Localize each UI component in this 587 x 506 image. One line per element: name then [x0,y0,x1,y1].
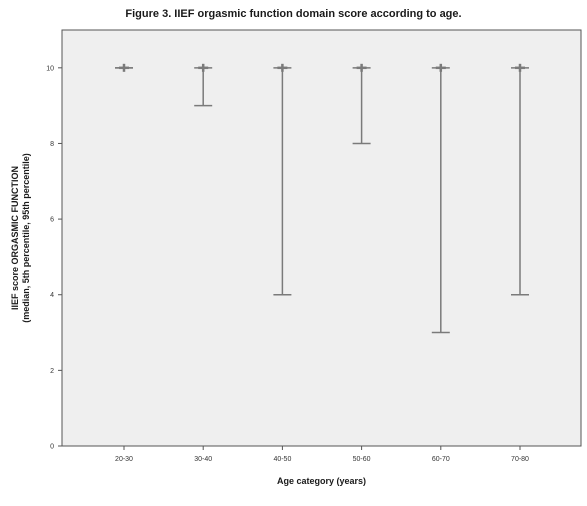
x-tick-label: 20-30 [115,456,133,463]
x-tick-label: 60-70 [432,456,450,463]
x-tick-label: 50-60 [353,456,371,463]
y-tick-label: 8 [50,141,54,148]
x-axis-ticks: 20-30 30-40 40-50 50-60 60-70 70-80 [115,446,529,463]
x-tick-label: 70-80 [511,456,529,463]
figure-title: Figure 3. IIEF orgasmic function domain … [125,8,462,20]
error-bars [115,63,529,334]
y-tick-label: 10 [46,65,54,72]
y-tick-label: 0 [50,444,54,451]
y-tick-label: 6 [50,217,54,224]
plot-area [61,29,582,447]
y-tick-label: 2 [50,368,54,375]
x-tick-label: 30-40 [194,456,212,463]
y-axis-ticks: 0 2 4 6 8 10 [46,65,62,451]
y-axis-title: IIEF score ORGASMIC FUNCTION [10,166,20,310]
x-tick-label: 40-50 [273,456,291,463]
x-axis-title: Age category (years) [277,476,366,486]
y-tick-label: 4 [50,292,54,299]
y-axis-title-line2: (median, 5th percentile, 95th percentile… [21,153,31,323]
